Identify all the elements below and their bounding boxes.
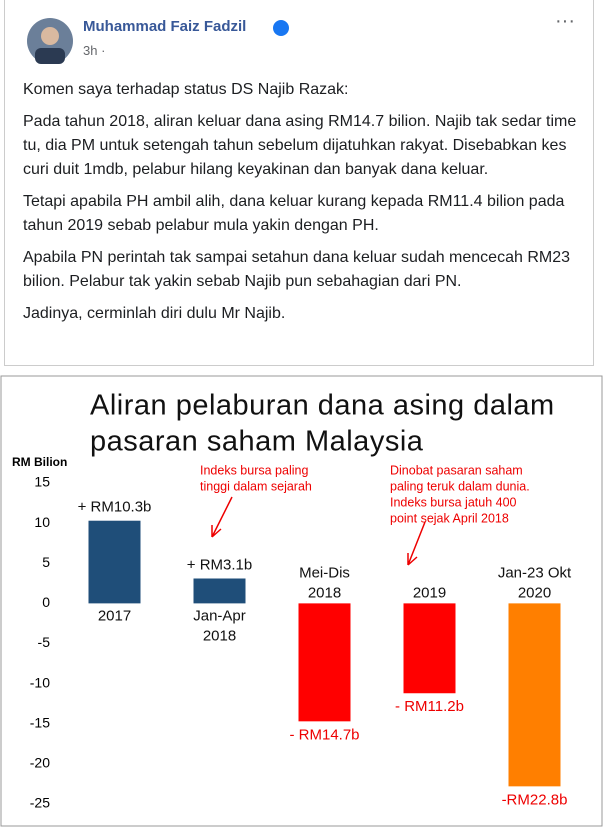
y-tick-label: -5 xyxy=(38,634,51,650)
chart: Aliran pelaburan dana asing dalam pasaran… xyxy=(0,375,603,827)
x-tick-label: Jan-Apr xyxy=(193,607,246,624)
y-tick-label: 5 xyxy=(42,554,50,570)
bar xyxy=(88,520,141,604)
paragraph: Jadinya, cerminlah diri dulu Mr Najib. xyxy=(23,305,286,322)
paragraph: Pada tahun 2018, aliran keluar dana asin… xyxy=(23,113,577,178)
post-body: Komen saya terhadap status DS Najib Raza… xyxy=(23,78,593,334)
value-label: -RM22.8b xyxy=(502,791,568,808)
verified-badge xyxy=(273,20,289,36)
annotation: Indeks bursa paling xyxy=(200,463,308,477)
x-tick-label: 2018 xyxy=(203,627,236,644)
post: Muhammad Faiz Fadzil 3h · ··· Komen saya… xyxy=(4,0,594,366)
x-tick-label: 2018 xyxy=(308,584,341,601)
value-label: + RM3.1b xyxy=(187,556,252,573)
bar xyxy=(193,578,246,604)
annotation: tinggi dalam sejarah xyxy=(200,479,312,493)
chart-title: pasaran saham Malaysia xyxy=(90,426,424,458)
paragraph: Tetapi apabila PH ambil alih, dana kelua… xyxy=(23,193,565,234)
y-tick-label: 10 xyxy=(34,514,50,530)
bar xyxy=(508,603,561,787)
y-tick-label: -10 xyxy=(30,674,50,690)
annotation: Dinobat pasaran saham xyxy=(390,463,523,477)
paragraph: Komen saya terhadap status DS Najib Raza… xyxy=(23,81,349,98)
post-time[interactable]: 3h · xyxy=(83,43,106,58)
menu[interactable]: ··· xyxy=(555,10,575,32)
value-label: + RM10.3b xyxy=(78,499,152,516)
chart-title: Aliran pelaburan dana asing dalam xyxy=(90,390,555,422)
x-tick-label: Jan-23 Okt xyxy=(498,564,572,581)
annotation: Indeks bursa jatuh 400 xyxy=(390,495,517,509)
x-tick-label: 2019 xyxy=(413,584,446,601)
bar xyxy=(403,603,456,694)
x-tick-label: 2020 xyxy=(518,584,551,601)
value-label: - RM11.2b xyxy=(395,698,464,715)
y-axis-label: RM Bilion xyxy=(12,455,67,469)
paragraph: Apabila PN perintah tak sampai setahun d… xyxy=(23,249,570,290)
y-tick-label: -20 xyxy=(30,755,50,771)
y-tick-label: 0 xyxy=(42,594,50,610)
avatar[interactable] xyxy=(25,16,75,66)
arrow xyxy=(407,521,426,566)
y-tick-label: -15 xyxy=(30,714,50,730)
x-tick-label: 2017 xyxy=(98,607,131,624)
y-tick-label: 15 xyxy=(34,474,50,490)
arrow xyxy=(211,496,233,538)
annotation: point sejak April 2018 xyxy=(390,511,509,525)
annotation: paling teruk dalam dunia. xyxy=(390,479,530,493)
value-label: - RM14.7b xyxy=(289,726,359,743)
bar xyxy=(298,603,351,722)
x-tick-label: Mei-Dis xyxy=(299,564,350,581)
author[interactable]: Muhammad Faiz Fadzil xyxy=(83,18,247,35)
y-tick-label: -25 xyxy=(30,795,50,811)
